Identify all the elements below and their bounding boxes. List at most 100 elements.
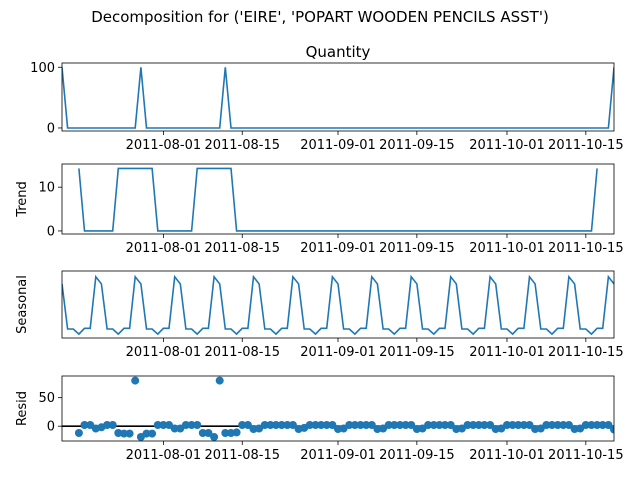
x-tick-label: 2011-08-15 [204,241,280,256]
data-point [221,429,230,437]
data-point [193,421,202,429]
y-tick-label: 0 [47,121,55,136]
series-line [78,167,598,232]
data-point [508,421,517,429]
data-point [210,433,219,441]
data-point [486,421,495,429]
data-point [345,421,354,429]
data-point [598,421,607,429]
x-tick-label: 2011-09-15 [379,138,455,153]
data-point [441,421,449,429]
data-point [610,425,614,434]
x-tick-label: 2011-10-01 [469,138,545,153]
data-point [328,421,337,429]
data-point [204,429,213,437]
x-tick-label: 2011-09-15 [379,345,455,360]
data-point [559,421,568,429]
data-point [548,421,556,429]
x-tick-label: 2011-08-15 [204,345,280,360]
data-point [311,421,320,429]
x-tick-label: 2011-10-15 [548,138,624,153]
x-tick-label: 2011-10-01 [469,345,545,360]
y-axis-label: Trend [15,181,30,218]
data-point [525,421,534,429]
data-point [159,421,168,429]
x-tick-label: 2011-09-01 [300,138,376,153]
y-axis-label: Resid [15,391,30,426]
data-point [604,421,613,429]
data-point [148,429,157,438]
x-tick-label: 2011-09-01 [300,345,376,360]
data-point [181,421,190,429]
data-point [103,421,112,429]
axes-frame [61,270,615,339]
data-point [463,421,472,429]
data-point [108,421,117,429]
data-point [581,421,590,429]
data-point [446,421,455,429]
data-point [142,429,151,438]
data-point [401,421,410,429]
y-tick-label: 100 [30,61,55,76]
plot-area [62,274,614,336]
data-point [277,421,286,429]
data-point [407,421,416,429]
data-point [593,421,602,429]
data-point [350,421,359,429]
data-point [125,429,134,438]
x-tick-label: 2011-10-15 [548,448,624,463]
plot-area [62,376,624,441]
data-point [317,421,326,429]
y-tick-label: 0 [47,224,55,239]
x-tick-label: 2011-10-15 [548,241,624,256]
data-point [305,421,314,429]
plot-area [78,167,598,232]
data-point [238,421,247,429]
x-tick-label: 2011-08-01 [126,241,202,256]
x-tick-label: 2011-08-01 [126,138,202,153]
data-point [542,421,551,429]
panel-title: Quantity [306,43,371,61]
plot-area [62,67,614,129]
x-tick-label: 2011-08-01 [126,345,202,360]
data-point [474,421,483,429]
data-point [390,421,399,429]
series-line [62,67,614,129]
data-point [429,421,438,429]
data-point [356,421,365,429]
x-tick-label: 2011-09-01 [300,448,376,463]
x-tick-label: 2011-09-15 [379,448,455,463]
data-point [480,421,489,429]
data-point [553,421,562,429]
data-point [283,421,292,429]
x-tick-label: 2011-08-15 [204,448,280,463]
data-point [564,421,573,429]
data-point [198,429,207,437]
x-tick-label: 2011-09-15 [379,241,455,256]
y-tick-label: 0 [47,420,55,435]
figure-title: Decomposition for ('EIRE', 'POPART WOODE… [91,8,549,26]
data-point [131,376,140,385]
data-point [367,421,376,429]
y-tick-label: 50 [38,391,55,406]
axes-frame [61,163,615,235]
data-point [616,433,624,441]
data-point [519,421,528,429]
data-point [272,421,280,429]
data-point [469,421,478,429]
data-point [384,421,393,429]
data-point [587,421,596,429]
y-axis-label: Seasonal [15,275,30,334]
axes-frame [61,62,615,132]
data-point [120,429,128,438]
data-point [435,421,444,429]
data-point [503,421,511,429]
data-point [266,421,275,429]
data-point [396,421,404,429]
